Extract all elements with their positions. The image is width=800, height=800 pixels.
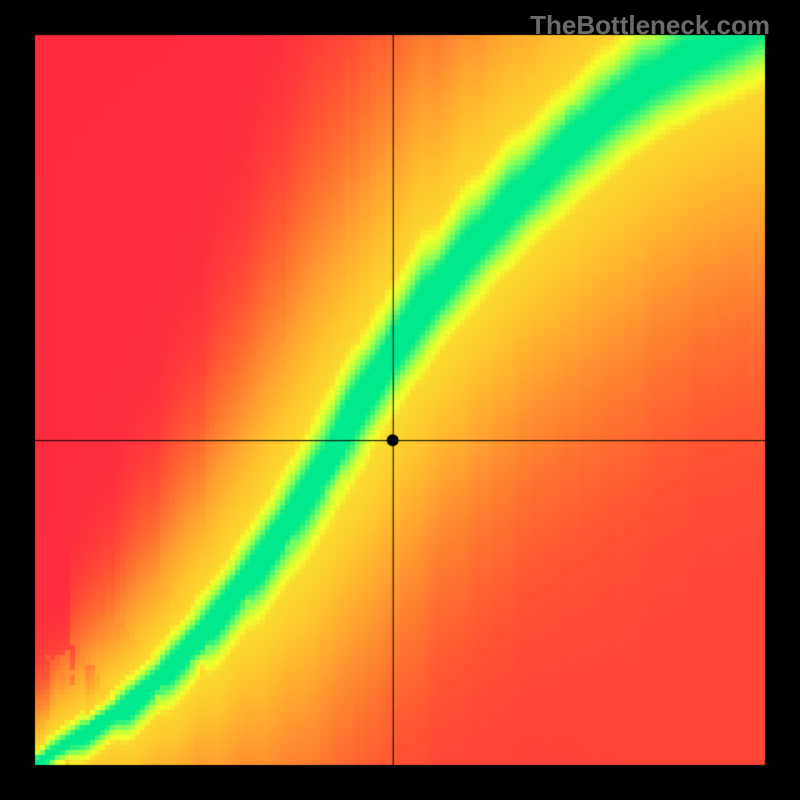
chart-container: { "meta": { "type": "heatmap", "source_w… [0, 0, 800, 800]
bottleneck-heatmap [0, 0, 800, 800]
watermark-text: TheBottleneck.com [530, 10, 770, 41]
